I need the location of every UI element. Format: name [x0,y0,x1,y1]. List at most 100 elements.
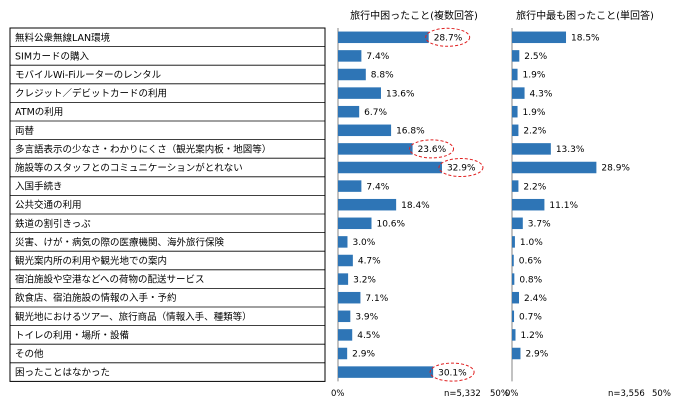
bar [512,236,515,248]
data-label: 13.3% [556,145,585,155]
bar [338,217,372,230]
bar [512,273,515,285]
data-label: 16.8% [396,127,425,137]
data-label: 32.9% [447,164,476,174]
bar [338,254,353,267]
category-label: モバイルWi-Fiルーターのレンタル [15,70,162,81]
bar [512,217,523,230]
data-label: 0.6% [519,257,542,267]
category-table: 無料公衆無線LAN環境 SIMカードの購入モバイルWi-Fiルーターのレンタルクレ… [9,27,326,382]
category-label: 観光案内所の利用や観光地での案内 [15,255,167,267]
bar [512,68,518,81]
category-label: 公共交通の利用 [15,199,82,211]
bar [512,254,514,267]
bar [512,198,545,211]
category-label: その他 [15,348,44,360]
bar [338,329,353,341]
bar [512,347,521,360]
data-label: 1.9% [523,108,546,118]
data-label: 3.7% [528,220,551,230]
bar [512,161,597,174]
panel-title: 旅行中困ったこと(複数回答) [350,9,478,22]
data-label: 0.7% [519,313,542,323]
data-label: 2.2% [523,182,546,192]
category-label: 宿泊施設や空港などへの荷物の配送サービス [15,274,205,286]
highlight-ellipse [438,158,484,177]
data-label: 18.5% [571,34,600,44]
sample-size-label: n=3,556 [608,389,645,399]
panel-2: 旅行中最も困ったこと(単回答) 18.5% 2.5% 1.9% 4.3% 1.9% 2.2%… [505,9,671,399]
panel-1: 旅行中困ったこと(複数回答) 28.7% 7.4% 8.8% 13.6% 6.7% 16.8… [331,9,509,399]
bar [512,31,567,44]
bar [512,143,551,155]
bar [512,124,519,137]
bar [512,180,519,192]
data-label: 3.2% [353,275,376,285]
bar [512,291,520,304]
x-tick-label: 50% [652,389,671,399]
bar [512,329,516,341]
category-label: 災害、けが・病気の際の医療機関、海外旅行保険 [15,236,225,248]
category-label: 観光地におけるツアー、旅行商品（情報入手、種類等） [15,311,252,323]
category-label: 両替 [15,125,35,137]
data-label: 2.9% [352,350,375,360]
bar [338,124,392,137]
bar [338,273,349,285]
sample-size-label: n=5,332 [444,389,481,399]
bar [512,310,515,323]
bar [338,236,348,248]
category-label: 入国手続き [15,181,63,193]
bar [338,143,413,155]
category-label: 飲食店、宿泊施設の情報の入手・予約 [15,292,177,304]
bar [338,310,351,323]
data-label: 2.2% [523,127,546,137]
data-label: 4.3% [530,89,553,99]
data-label: 1.2% [521,331,544,341]
data-label: 4.5% [357,331,380,341]
category-label: 多言語表示の少なさ・わかりにくさ（観光案内板・地図等） [15,143,271,155]
bar [338,68,366,81]
category-label: 困ったことはなかった [15,368,110,379]
data-label: 7.4% [366,52,389,62]
data-label: 2.5% [524,52,547,62]
x-tick-label: 0% [331,389,345,399]
data-label: 28.7% [434,34,463,44]
data-label: 6.7% [364,108,387,118]
highlight-ellipse [409,139,455,159]
data-label: 11.1% [549,201,578,211]
data-label: 3.0% [352,238,375,248]
bar [338,366,434,378]
data-label: 4.7% [358,257,381,267]
bar [338,105,360,118]
bar [338,31,429,44]
data-label: 8.8% [371,71,394,81]
category-table-border [9,27,326,382]
category-label: ATMの利用 [15,106,63,118]
data-label: 1.0% [520,238,543,248]
category-label: 鉄道の割引きっぷ [15,218,91,230]
highlight-ellipse [425,27,471,47]
data-label: 2.4% [524,294,547,304]
data-label: 3.9% [355,313,378,323]
data-label: 30.1% [438,368,467,378]
bar [338,347,348,360]
bar [512,87,525,99]
data-label: 10.6% [376,220,405,230]
data-label: 18.4% [401,201,430,211]
x-tick-label: 0% [505,389,519,399]
bar [338,180,362,192]
data-label: 1.9% [523,71,546,81]
bar [338,198,397,211]
data-label: 0.8% [519,275,542,285]
category-label: 施設等のスタッフとのコミュニケーションがとれない [15,162,243,174]
bar [512,105,518,118]
data-label: 7.4% [366,182,389,192]
panel-title: 旅行中最も困ったこと(単回答) [516,9,654,22]
data-label: 7.1% [365,294,388,304]
bar [512,50,520,62]
category-label: クレジット／デビットカードの利用 [15,88,167,100]
data-label: 28.9% [601,164,630,174]
bar [338,161,442,174]
x-tick-label: 50% [490,389,509,399]
